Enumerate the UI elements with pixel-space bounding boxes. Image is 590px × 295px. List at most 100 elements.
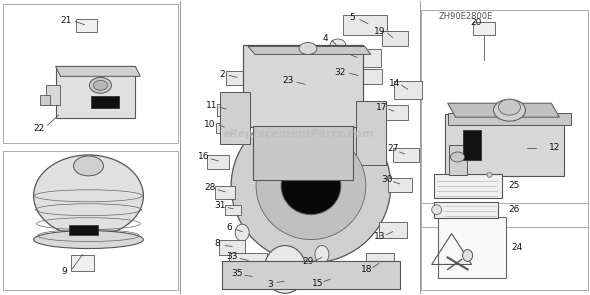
- Bar: [68, 224, 99, 235]
- Bar: [394, 81, 422, 99]
- Bar: [388, 178, 412, 192]
- Text: 14: 14: [389, 79, 401, 88]
- Text: 10: 10: [205, 119, 216, 129]
- Ellipse shape: [34, 155, 143, 237]
- Text: 16: 16: [198, 153, 209, 161]
- Bar: [356, 101, 386, 165]
- Bar: [294, 78, 316, 92]
- Bar: [71, 255, 94, 271]
- Bar: [321, 271, 339, 284]
- Text: 2: 2: [219, 70, 225, 79]
- Text: 15: 15: [312, 279, 324, 288]
- Ellipse shape: [451, 152, 464, 162]
- Ellipse shape: [299, 42, 317, 55]
- Text: 35: 35: [231, 269, 243, 278]
- Bar: [76, 19, 97, 32]
- Text: 11: 11: [206, 101, 218, 110]
- Text: 25: 25: [509, 181, 520, 190]
- Text: 13: 13: [374, 232, 385, 241]
- Ellipse shape: [499, 99, 520, 115]
- Ellipse shape: [256, 132, 366, 240]
- Text: 21: 21: [61, 16, 72, 25]
- Bar: [473, 22, 494, 35]
- Text: 7: 7: [339, 48, 345, 57]
- Bar: [215, 186, 235, 199]
- Ellipse shape: [231, 109, 391, 263]
- Bar: [421, 203, 588, 290]
- Bar: [448, 145, 467, 175]
- Bar: [382, 105, 408, 120]
- Polygon shape: [55, 66, 140, 76]
- Text: 31: 31: [214, 201, 226, 210]
- Bar: [232, 269, 272, 285]
- Text: 27: 27: [387, 145, 398, 153]
- Text: 12: 12: [549, 143, 560, 153]
- Ellipse shape: [93, 80, 107, 90]
- Ellipse shape: [235, 224, 249, 241]
- Bar: [379, 222, 407, 237]
- Ellipse shape: [74, 156, 103, 176]
- Bar: [253, 126, 353, 180]
- Text: 9: 9: [62, 267, 67, 276]
- Ellipse shape: [315, 245, 329, 263]
- Polygon shape: [448, 103, 559, 117]
- Text: 8: 8: [214, 239, 220, 248]
- Bar: [334, 69, 382, 84]
- Ellipse shape: [34, 231, 143, 248]
- Polygon shape: [248, 47, 371, 55]
- Bar: [45, 85, 60, 105]
- Bar: [331, 50, 381, 67]
- Text: 5: 5: [349, 13, 355, 22]
- Bar: [217, 104, 235, 116]
- Bar: [226, 71, 248, 85]
- Bar: [382, 31, 408, 46]
- Text: 28: 28: [205, 183, 216, 192]
- Text: 23: 23: [283, 76, 294, 85]
- Bar: [421, 10, 588, 227]
- Bar: [216, 123, 232, 133]
- Bar: [3, 151, 178, 290]
- Bar: [91, 96, 119, 108]
- Text: 26: 26: [509, 205, 520, 214]
- Text: 18: 18: [361, 265, 372, 274]
- Bar: [225, 205, 241, 215]
- Bar: [243, 45, 363, 127]
- Text: 19: 19: [374, 27, 385, 36]
- Bar: [434, 202, 497, 218]
- Ellipse shape: [463, 250, 473, 261]
- Bar: [55, 66, 135, 118]
- Bar: [438, 217, 506, 278]
- Bar: [222, 261, 400, 289]
- Bar: [463, 130, 481, 160]
- Text: ZH90E2800E: ZH90E2800E: [438, 12, 493, 21]
- Ellipse shape: [264, 245, 306, 293]
- Text: 22: 22: [33, 124, 44, 132]
- Bar: [3, 4, 178, 143]
- Polygon shape: [448, 113, 571, 125]
- Bar: [229, 253, 267, 271]
- Bar: [393, 148, 419, 163]
- Text: 4: 4: [322, 34, 327, 43]
- Ellipse shape: [493, 99, 526, 121]
- Bar: [343, 15, 387, 35]
- Text: 3: 3: [267, 280, 273, 289]
- Text: 6: 6: [227, 223, 232, 232]
- Ellipse shape: [487, 172, 492, 177]
- Text: 17: 17: [376, 103, 388, 112]
- Text: 20: 20: [470, 18, 481, 27]
- Bar: [445, 114, 565, 176]
- Text: 29: 29: [302, 257, 314, 266]
- Text: 30: 30: [381, 175, 392, 184]
- Ellipse shape: [432, 205, 442, 215]
- Text: 32: 32: [334, 68, 346, 77]
- Ellipse shape: [281, 157, 341, 215]
- Bar: [366, 253, 394, 269]
- Bar: [207, 155, 229, 169]
- Text: eReplacementParts.com: eReplacementParts.com: [222, 129, 373, 139]
- Text: 24: 24: [512, 243, 523, 252]
- Bar: [219, 240, 245, 255]
- Ellipse shape: [90, 77, 112, 93]
- Bar: [434, 174, 502, 198]
- Bar: [40, 95, 50, 105]
- Bar: [527, 141, 552, 155]
